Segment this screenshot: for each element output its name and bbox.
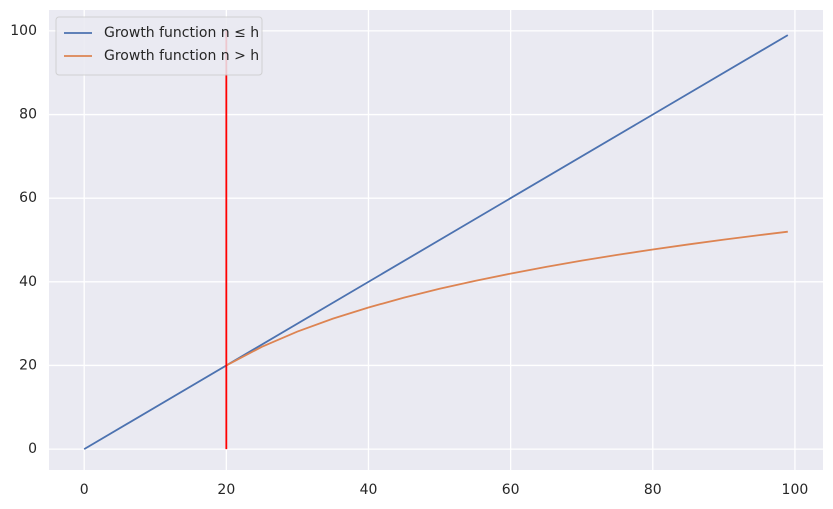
legend-label: Growth function n > h	[104, 48, 259, 64]
line	[225, 230, 788, 367]
x-tick-label: 0	[80, 482, 89, 498]
y-tick-label: 80	[19, 107, 37, 123]
legend-label: Growth function n ≤ h	[104, 25, 259, 41]
y-tick-label: 40	[19, 274, 37, 290]
x-tick-label: 80	[644, 482, 662, 498]
y-tick-label: 100	[10, 23, 37, 39]
legend-box	[55, 16, 263, 76]
x-tick-label: 60	[502, 482, 520, 498]
x-tick-label: 20	[217, 482, 235, 498]
line	[83, 34, 789, 450]
x-tick-label: 40	[360, 482, 378, 498]
y-tick-label: 20	[19, 357, 37, 373]
y-tick-label: 60	[19, 190, 37, 206]
y-tick-label: 0	[28, 441, 37, 457]
x-tick-label: 100	[782, 482, 809, 498]
